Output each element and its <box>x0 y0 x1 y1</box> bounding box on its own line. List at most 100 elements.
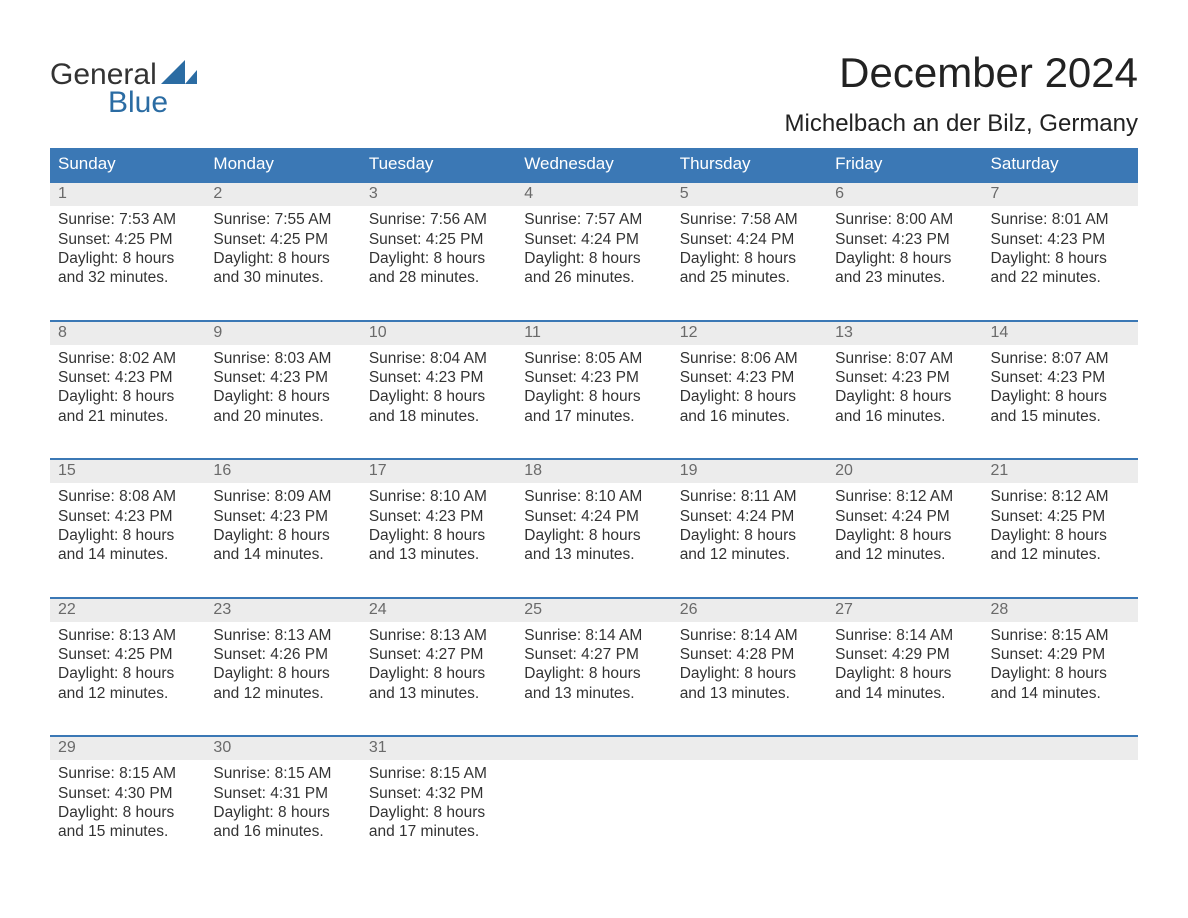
daylight-line1: Daylight: 8 hours <box>524 664 663 683</box>
day-number: 10 <box>361 322 516 345</box>
daylight-line1: Daylight: 8 hours <box>369 526 508 545</box>
daylight-line2: and 13 minutes. <box>369 545 508 564</box>
day-number: 17 <box>361 460 516 483</box>
day-number: 5 <box>672 183 827 206</box>
daylight-line1: Daylight: 8 hours <box>369 387 508 406</box>
daylight-line1: Daylight: 8 hours <box>213 664 352 683</box>
day-number: 24 <box>361 599 516 622</box>
weekday-friday: Friday <box>827 148 982 181</box>
weekday-tuesday: Tuesday <box>361 148 516 181</box>
day-number: 20 <box>827 460 982 483</box>
day-content-row: Sunrise: 8:08 AMSunset: 4:23 PMDaylight:… <box>50 483 1138 591</box>
day-number: 2 <box>205 183 360 206</box>
day-cell <box>827 760 982 868</box>
sunrise-label: Sunrise: 8:04 AM <box>369 349 508 368</box>
daylight-line1: Daylight: 8 hours <box>991 249 1130 268</box>
day-number-row: 1234567 <box>50 183 1138 206</box>
day-cell: Sunrise: 8:13 AMSunset: 4:27 PMDaylight:… <box>361 622 516 730</box>
calendar-table: Sunday Monday Tuesday Wednesday Thursday… <box>50 148 1138 868</box>
sunset-label: Sunset: 4:26 PM <box>213 645 352 664</box>
sunrise-label: Sunrise: 8:12 AM <box>991 487 1130 506</box>
daylight-line1: Daylight: 8 hours <box>835 526 974 545</box>
daylight-line1: Daylight: 8 hours <box>680 387 819 406</box>
day-number-row: 22232425262728 <box>50 599 1138 622</box>
sunrise-label: Sunrise: 8:05 AM <box>524 349 663 368</box>
page: General Blue December 2024 Michelbach an… <box>0 0 1188 898</box>
day-number <box>672 737 827 760</box>
day-number: 12 <box>672 322 827 345</box>
daylight-line2: and 23 minutes. <box>835 268 974 287</box>
daylight-line1: Daylight: 8 hours <box>991 387 1130 406</box>
daylight-line2: and 22 minutes. <box>991 268 1130 287</box>
daylight-line2: and 14 minutes. <box>213 545 352 564</box>
daylight-line1: Daylight: 8 hours <box>524 387 663 406</box>
daylight-line2: and 32 minutes. <box>58 268 197 287</box>
day-cell: Sunrise: 8:05 AMSunset: 4:23 PMDaylight:… <box>516 345 671 453</box>
daylight-line2: and 13 minutes. <box>369 684 508 703</box>
day-number: 15 <box>50 460 205 483</box>
sunrise-label: Sunrise: 8:09 AM <box>213 487 352 506</box>
title-block: December 2024 Michelbach an der Bilz, Ge… <box>785 50 1138 138</box>
day-number: 28 <box>983 599 1138 622</box>
sunset-label: Sunset: 4:29 PM <box>835 645 974 664</box>
day-number <box>827 737 982 760</box>
daylight-line2: and 16 minutes. <box>835 407 974 426</box>
day-cell: Sunrise: 8:15 AMSunset: 4:29 PMDaylight:… <box>983 622 1138 730</box>
sunset-label: Sunset: 4:25 PM <box>369 230 508 249</box>
sunrise-label: Sunrise: 8:14 AM <box>680 626 819 645</box>
day-content-row: Sunrise: 8:13 AMSunset: 4:25 PMDaylight:… <box>50 622 1138 730</box>
day-number: 29 <box>50 737 205 760</box>
day-number: 22 <box>50 599 205 622</box>
daylight-line2: and 25 minutes. <box>680 268 819 287</box>
daylight-line2: and 13 minutes. <box>524 545 663 564</box>
day-number: 31 <box>361 737 516 760</box>
day-number: 13 <box>827 322 982 345</box>
day-cell: Sunrise: 8:08 AMSunset: 4:23 PMDaylight:… <box>50 483 205 591</box>
sunset-label: Sunset: 4:23 PM <box>991 368 1130 387</box>
day-cell: Sunrise: 8:10 AMSunset: 4:23 PMDaylight:… <box>361 483 516 591</box>
daylight-line2: and 14 minutes. <box>991 684 1130 703</box>
sunset-label: Sunset: 4:25 PM <box>991 507 1130 526</box>
sunset-label: Sunset: 4:23 PM <box>369 368 508 387</box>
day-number: 30 <box>205 737 360 760</box>
sunset-label: Sunset: 4:24 PM <box>524 230 663 249</box>
sunset-label: Sunset: 4:30 PM <box>58 784 197 803</box>
daylight-line2: and 14 minutes. <box>58 545 197 564</box>
daylight-line2: and 28 minutes. <box>369 268 508 287</box>
sunset-label: Sunset: 4:24 PM <box>680 230 819 249</box>
sunset-label: Sunset: 4:23 PM <box>58 368 197 387</box>
sunset-label: Sunset: 4:31 PM <box>213 784 352 803</box>
day-number: 3 <box>361 183 516 206</box>
daylight-line2: and 12 minutes. <box>58 684 197 703</box>
sunset-label: Sunset: 4:23 PM <box>524 368 663 387</box>
sunrise-label: Sunrise: 8:14 AM <box>524 626 663 645</box>
weekday-monday: Monday <box>205 148 360 181</box>
daylight-line1: Daylight: 8 hours <box>58 387 197 406</box>
daylight-line2: and 15 minutes. <box>991 407 1130 426</box>
weekday-saturday: Saturday <box>983 148 1138 181</box>
weekday-wednesday: Wednesday <box>516 148 671 181</box>
daylight-line1: Daylight: 8 hours <box>680 664 819 683</box>
day-number: 14 <box>983 322 1138 345</box>
day-number: 7 <box>983 183 1138 206</box>
day-number: 8 <box>50 322 205 345</box>
calendar-week: 1234567Sunrise: 7:53 AMSunset: 4:25 PMDa… <box>50 181 1138 314</box>
sunset-label: Sunset: 4:24 PM <box>524 507 663 526</box>
day-number <box>516 737 671 760</box>
day-number: 27 <box>827 599 982 622</box>
day-cell <box>672 760 827 868</box>
weekday-thursday: Thursday <box>672 148 827 181</box>
daylight-line1: Daylight: 8 hours <box>835 664 974 683</box>
sunrise-label: Sunrise: 8:03 AM <box>213 349 352 368</box>
daylight-line1: Daylight: 8 hours <box>680 249 819 268</box>
sunrise-label: Sunrise: 7:56 AM <box>369 210 508 229</box>
day-content-row: Sunrise: 7:53 AMSunset: 4:25 PMDaylight:… <box>50 206 1138 314</box>
daylight-line2: and 17 minutes. <box>524 407 663 426</box>
daylight-line2: and 17 minutes. <box>369 822 508 841</box>
sunrise-label: Sunrise: 8:06 AM <box>680 349 819 368</box>
daylight-line2: and 18 minutes. <box>369 407 508 426</box>
daylight-line1: Daylight: 8 hours <box>213 526 352 545</box>
sunset-label: Sunset: 4:25 PM <box>213 230 352 249</box>
day-number: 21 <box>983 460 1138 483</box>
day-cell <box>516 760 671 868</box>
